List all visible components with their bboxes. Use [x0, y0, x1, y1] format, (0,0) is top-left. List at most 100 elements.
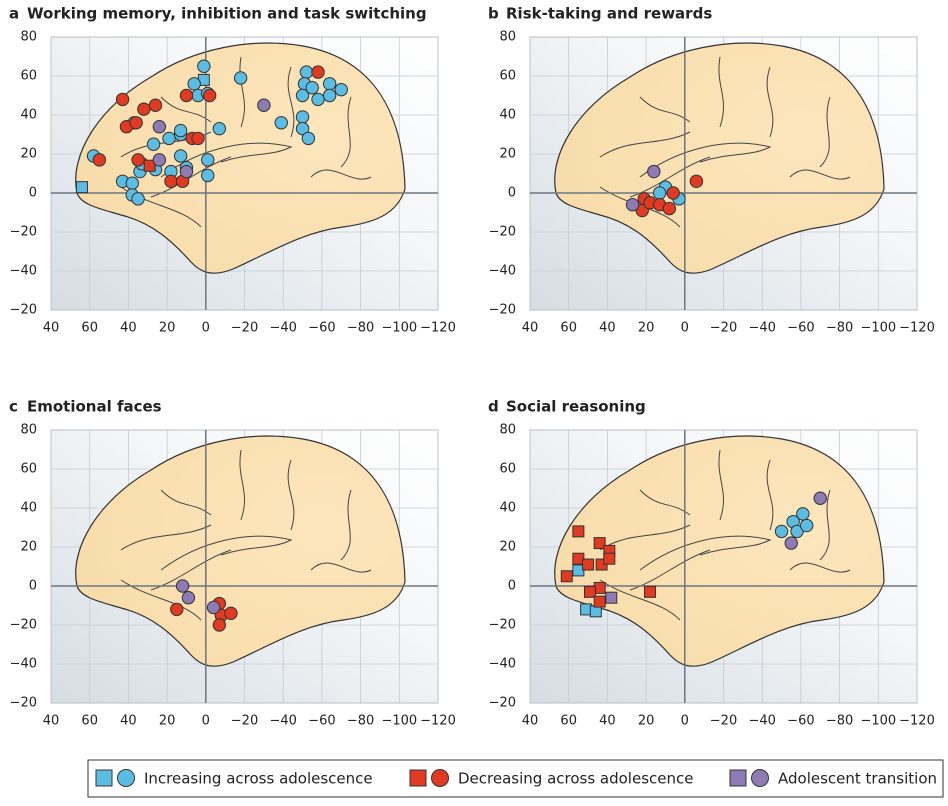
x-tick-label: −100	[381, 714, 417, 729]
y-tick-label: −20	[10, 303, 37, 318]
circle-marker	[666, 186, 680, 200]
legend-square	[409, 769, 427, 787]
sulcus	[287, 66, 295, 138]
circle-marker	[137, 102, 151, 116]
circle-marker	[191, 131, 205, 146]
circle-marker	[187, 77, 201, 91]
square-marker	[593, 595, 606, 608]
legend-label: Adolescent transition	[778, 770, 937, 788]
panel-title: Emotional faces	[27, 398, 162, 416]
sulcus	[819, 96, 831, 168]
y-tick-label: 40	[20, 108, 37, 123]
panel-letter: c	[9, 398, 18, 416]
y-tick-label: 80	[20, 30, 37, 45]
circle-marker	[131, 192, 145, 206]
y-tick-label: 40	[499, 108, 516, 123]
y-tick-label: −20	[10, 618, 37, 633]
x-tick-label: 20	[159, 321, 176, 336]
panel-letter: a	[9, 5, 19, 23]
x-tick-label: −120	[899, 714, 935, 729]
circle-marker	[322, 88, 337, 103]
circle-marker	[212, 121, 227, 136]
square-marker	[572, 525, 585, 538]
circle-marker	[233, 71, 248, 85]
circle-marker	[115, 92, 130, 107]
x-tick-label: −40	[269, 321, 296, 336]
y-tick-label: 60	[20, 462, 37, 477]
y-tick-label: −20	[489, 696, 516, 711]
sulcus	[287, 459, 295, 531]
y-tick-label: −20	[489, 618, 516, 633]
circle-marker	[311, 65, 325, 79]
square-marker	[583, 585, 596, 598]
panel-letter: d	[488, 398, 499, 416]
circle-marker	[774, 524, 789, 539]
x-tick-label: −80	[347, 714, 374, 729]
sulcus	[160, 535, 293, 571]
x-tick-label: −120	[420, 321, 456, 336]
circle-marker	[206, 600, 221, 615]
circle-marker	[152, 120, 167, 134]
circle-marker	[164, 174, 178, 189]
x-tick-label: 40	[120, 321, 137, 336]
x-tick-label: −120	[420, 714, 456, 729]
legend-circle	[431, 769, 449, 787]
square-marker	[593, 537, 606, 550]
x-tick-label: −40	[269, 714, 296, 729]
circle-marker	[197, 59, 211, 73]
x-tick-label: 60	[560, 321, 577, 336]
x-tick-label: −40	[748, 321, 775, 336]
legend-circle	[117, 769, 135, 787]
y-tick-label: 20	[499, 540, 516, 555]
circle-marker	[173, 123, 188, 138]
sulcus	[239, 449, 245, 521]
square-marker	[605, 591, 618, 604]
y-tick-label: −20	[10, 225, 37, 240]
square-marker	[603, 552, 616, 565]
circle-marker	[152, 153, 167, 167]
circle-marker	[647, 164, 661, 179]
x-tick-label: 40	[43, 321, 60, 336]
circle-marker	[295, 121, 310, 136]
square-marker	[560, 570, 573, 583]
circle-marker	[299, 65, 314, 79]
sulcus	[789, 562, 851, 573]
panel: c Emotional faces 40 60 40 20 0 −20 −40 −60 −80 −10…	[9, 398, 456, 729]
x-tick-label: 20	[638, 321, 655, 336]
x-tick-label: 0	[202, 321, 210, 336]
x-tick-label: −100	[381, 321, 417, 336]
sulcus	[718, 56, 724, 128]
circle-marker	[800, 518, 814, 533]
x-tick-label: −20	[710, 714, 737, 729]
y-tick-label: 40	[499, 501, 516, 516]
circle-marker	[146, 137, 161, 151]
square-marker	[75, 181, 88, 194]
circle-marker	[201, 153, 215, 167]
brain-outline	[554, 435, 885, 667]
sulcus	[639, 535, 772, 571]
x-tick-label: −20	[710, 321, 737, 336]
y-tick-label: 60	[499, 69, 516, 84]
legend-square	[95, 769, 113, 787]
sulcus	[789, 169, 851, 180]
square-marker	[143, 159, 156, 172]
x-tick-label: 0	[681, 714, 689, 729]
y-tick-label: 80	[499, 30, 516, 45]
circle-marker	[162, 131, 176, 146]
x-tick-label: 20	[159, 714, 176, 729]
y-tick-label: 80	[499, 423, 516, 438]
x-tick-label: 40	[120, 714, 137, 729]
x-tick-label: 20	[638, 714, 655, 729]
x-tick-label: −80	[826, 714, 853, 729]
x-tick-label: 0	[202, 714, 210, 729]
x-tick-label: 40	[599, 714, 616, 729]
x-tick-label: 40	[43, 714, 60, 729]
x-tick-label: 60	[560, 714, 577, 729]
circle-marker	[652, 186, 667, 200]
y-tick-label: −40	[489, 657, 516, 672]
y-tick-label: 0	[508, 186, 516, 201]
circle-marker	[179, 88, 194, 103]
circle-marker	[295, 88, 310, 103]
circle-marker	[129, 116, 143, 130]
